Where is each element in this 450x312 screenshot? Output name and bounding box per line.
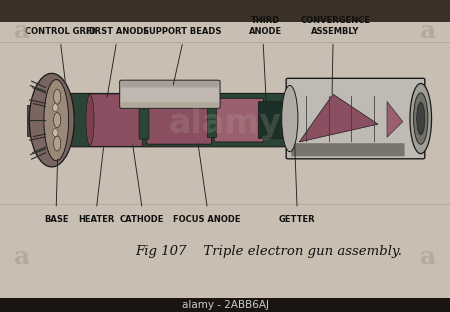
Text: THIRD
ANODE: THIRD ANODE bbox=[249, 17, 282, 36]
FancyBboxPatch shape bbox=[258, 102, 284, 139]
FancyBboxPatch shape bbox=[121, 102, 219, 107]
Ellipse shape bbox=[54, 113, 61, 128]
Text: alamy - 2ABB6AJ: alamy - 2ABB6AJ bbox=[181, 300, 269, 310]
Text: HEATER: HEATER bbox=[79, 215, 115, 224]
Bar bbox=[27, 105, 38, 136]
Ellipse shape bbox=[282, 85, 298, 152]
Ellipse shape bbox=[54, 136, 61, 151]
Bar bbox=[0, 0, 450, 22]
Text: CATHODE: CATHODE bbox=[120, 215, 164, 224]
FancyBboxPatch shape bbox=[89, 94, 143, 146]
Text: Fig 107    Triple electron gun assembly.: Fig 107 Triple electron gun assembly. bbox=[135, 245, 402, 258]
FancyBboxPatch shape bbox=[147, 96, 212, 144]
Ellipse shape bbox=[414, 93, 428, 144]
Ellipse shape bbox=[417, 102, 425, 135]
Ellipse shape bbox=[44, 80, 68, 161]
Polygon shape bbox=[387, 101, 403, 137]
Text: GETTER: GETTER bbox=[279, 215, 315, 224]
Text: BASE: BASE bbox=[44, 215, 68, 224]
FancyBboxPatch shape bbox=[214, 98, 263, 142]
FancyBboxPatch shape bbox=[291, 143, 405, 156]
Text: a: a bbox=[14, 246, 30, 269]
Ellipse shape bbox=[54, 89, 61, 104]
FancyBboxPatch shape bbox=[120, 80, 220, 108]
Ellipse shape bbox=[29, 73, 74, 167]
FancyBboxPatch shape bbox=[207, 103, 216, 138]
FancyBboxPatch shape bbox=[121, 81, 219, 87]
FancyBboxPatch shape bbox=[139, 101, 149, 139]
Text: alamy: alamy bbox=[169, 107, 281, 140]
Text: FIRST ANODE: FIRST ANODE bbox=[86, 27, 148, 36]
Ellipse shape bbox=[53, 129, 58, 137]
FancyBboxPatch shape bbox=[62, 94, 325, 147]
Polygon shape bbox=[299, 94, 378, 142]
Text: FOCUS ANODE: FOCUS ANODE bbox=[173, 215, 241, 224]
Text: a: a bbox=[420, 19, 436, 43]
Text: CONVERGENCE
ASSEMBLY: CONVERGENCE ASSEMBLY bbox=[300, 17, 370, 36]
Ellipse shape bbox=[410, 84, 432, 154]
Text: SUPPORT BEADS: SUPPORT BEADS bbox=[143, 27, 221, 36]
Text: a: a bbox=[420, 246, 436, 269]
Bar bbox=[0, 298, 450, 312]
Text: a: a bbox=[14, 19, 30, 43]
Ellipse shape bbox=[53, 104, 58, 112]
Ellipse shape bbox=[86, 95, 94, 146]
Text: CONTROL GRID: CONTROL GRID bbox=[25, 27, 96, 36]
FancyBboxPatch shape bbox=[286, 78, 425, 159]
